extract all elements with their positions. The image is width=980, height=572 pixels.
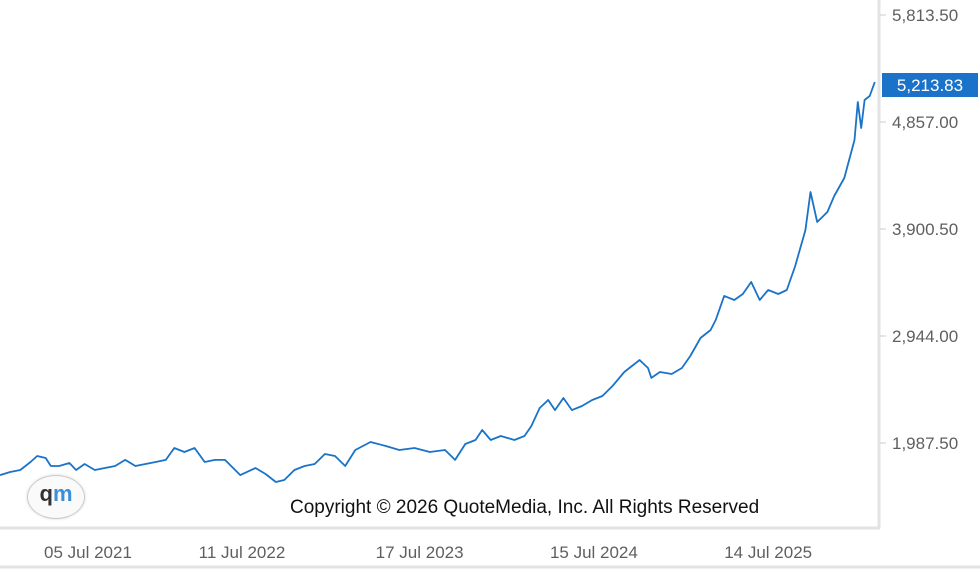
price-line <box>0 81 876 483</box>
last-price-tag: 5,213.83 <box>882 73 978 97</box>
x-tick-label: 11 Jul 2022 <box>199 543 286 562</box>
quotemedia-logo: qm <box>27 475 85 519</box>
copyright-text: Copyright © 2026 QuoteMedia, Inc. All Ri… <box>290 497 760 518</box>
y-tick-label: 2,944.00 <box>892 327 958 346</box>
x-tick-label: 05 Jul 2021 <box>44 543 132 562</box>
x-tick-label: 17 Jul 2023 <box>376 543 464 562</box>
x-tick-label: 14 Jul 2025 <box>724 543 812 562</box>
y-tick-label: 1,987.50 <box>892 434 958 453</box>
y-tick-label: 5,813.50 <box>892 6 958 25</box>
y-tick-label: 3,900.50 <box>892 220 958 239</box>
y-tick-label: 4,857.00 <box>892 113 958 132</box>
last-price-value: 5,213.83 <box>897 76 963 95</box>
x-tick-label: 15 Jul 2024 <box>550 543 638 562</box>
last-price-tag-bg <box>882 73 978 97</box>
